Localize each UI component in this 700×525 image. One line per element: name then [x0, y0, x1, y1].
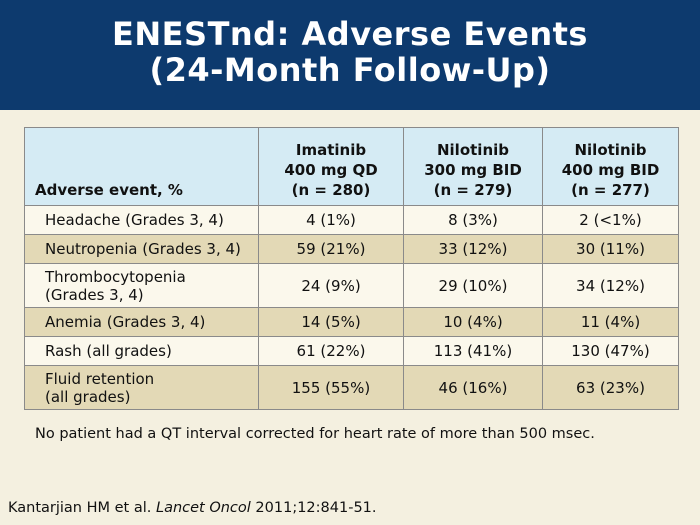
event-label-continued: (all grades)	[45, 387, 131, 406]
event-label: Anemia (Grades 3, 4)	[45, 313, 206, 331]
value-cell: 8 (3%)	[403, 205, 543, 235]
value-cell: 10 (4%)	[403, 307, 543, 337]
arm-n: (n = 279)	[433, 181, 513, 199]
table-row: Thrombocytopenia (Grades 3, 4) 24 (9%) 2…	[24, 263, 679, 308]
footnote: No patient had a QT interval corrected f…	[35, 426, 595, 442]
arm-name: Imatinib	[295, 141, 367, 159]
table-header-row: Adverse event, % Imatinib 400 mg QD (n =…	[24, 127, 679, 206]
event-cell: Headache (Grades 3, 4)	[24, 205, 259, 235]
value-cell: 2 (<1%)	[542, 205, 679, 235]
arm-dose: 300 mg BID	[424, 161, 522, 179]
slide-title-line1: ENESTnd: Adverse Events	[112, 15, 588, 53]
arm-name: Nilotinib	[436, 141, 509, 159]
value-cell: 46 (16%)	[403, 365, 543, 410]
value-cell: 130 (47%)	[542, 336, 679, 366]
event-label: Fluid retention	[45, 369, 155, 388]
table-row: Neutropenia (Grades 3, 4) 59 (21%) 33 (1…	[24, 234, 679, 264]
value-cell: 30 (11%)	[542, 234, 679, 264]
value-cell: 24 (9%)	[258, 263, 404, 308]
slide-title-line2: (24-Month Follow-Up)	[149, 51, 551, 89]
citation-journal: Lancet Oncol	[155, 500, 251, 516]
table-row: Anemia (Grades 3, 4) 14 (5%) 10 (4%) 11 …	[24, 307, 679, 337]
event-label: Rash (all grades)	[45, 342, 172, 360]
arm-n: (n = 280)	[291, 181, 371, 199]
event-cell: Fluid retention (all grades)	[24, 365, 259, 410]
table-row: Rash (all grades) 61 (22%) 113 (41%) 130…	[24, 336, 679, 366]
citation: Kantarjian HM et al. Lancet Oncol 2011;1…	[8, 500, 377, 516]
column-header-nilotinib-300: Nilotinib 300 mg BID (n = 279)	[403, 127, 543, 206]
event-cell: Thrombocytopenia (Grades 3, 4)	[24, 263, 259, 308]
value-cell: 155 (55%)	[258, 365, 404, 410]
value-cell: 61 (22%)	[258, 336, 404, 366]
value-cell: 29 (10%)	[403, 263, 543, 308]
slide-header: ENESTnd: Adverse Events (24-Month Follow…	[0, 0, 700, 110]
table-row: Fluid retention (all grades) 155 (55%) 4…	[24, 365, 679, 410]
citation-details: 2011;12:841-51.	[255, 500, 377, 516]
event-label-continued: (Grades 3, 4)	[45, 285, 144, 304]
column-header-nilotinib-400: Nilotinib 400 mg BID (n = 277)	[542, 127, 679, 206]
event-cell: Neutropenia (Grades 3, 4)	[24, 234, 259, 264]
value-cell: 113 (41%)	[403, 336, 543, 366]
adverse-events-table: Adverse event, % Imatinib 400 mg QD (n =…	[24, 127, 679, 410]
event-label: Neutropenia (Grades 3, 4)	[45, 240, 241, 258]
value-cell: 34 (12%)	[542, 263, 679, 308]
arm-dose: 400 mg BID	[561, 161, 660, 179]
citation-authors: Kantarjian HM et al.	[8, 500, 152, 516]
event-cell: Rash (all grades)	[24, 336, 259, 366]
value-cell: 11 (4%)	[542, 307, 679, 337]
arm-name: Nilotinib	[574, 141, 647, 159]
column-header-imatinib-400: Imatinib 400 mg QD (n = 280)	[258, 127, 404, 206]
value-cell: 14 (5%)	[258, 307, 404, 337]
event-label: Thrombocytopenia	[45, 267, 186, 286]
event-cell: Anemia (Grades 3, 4)	[24, 307, 259, 337]
value-cell: 63 (23%)	[542, 365, 679, 410]
arm-dose: 400 mg QD	[284, 161, 378, 179]
value-cell: 59 (21%)	[258, 234, 404, 264]
value-cell: 4 (1%)	[258, 205, 404, 235]
arm-n: (n = 277)	[571, 181, 650, 199]
value-cell: 33 (12%)	[403, 234, 543, 264]
table-row: Headache (Grades 3, 4) 4 (1%) 8 (3%) 2 (…	[24, 205, 679, 235]
column-header-adverse-event: Adverse event, %	[24, 127, 259, 206]
event-label: Headache (Grades 3, 4)	[45, 211, 224, 229]
